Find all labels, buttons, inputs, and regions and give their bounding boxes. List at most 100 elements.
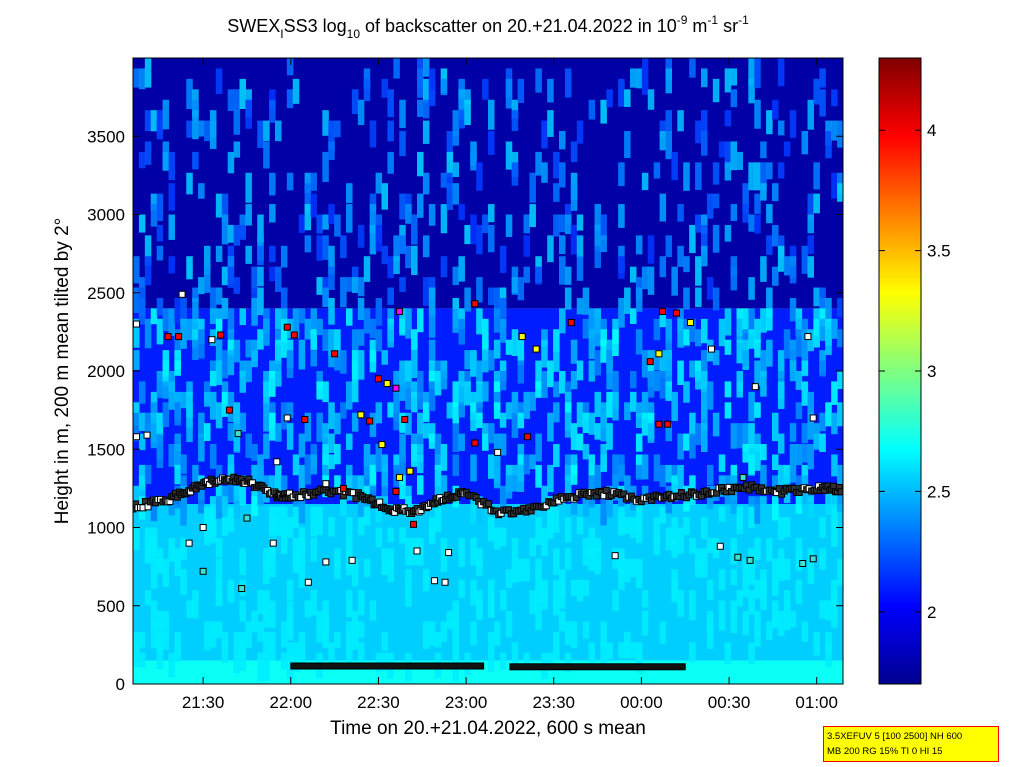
field-cell — [689, 642, 696, 663]
field-cell — [316, 381, 323, 400]
field-cell — [730, 68, 738, 86]
field-cell — [772, 475, 779, 495]
field-cell — [239, 412, 247, 432]
field-cell — [156, 120, 164, 140]
marker-yellow — [383, 380, 391, 388]
field-cell — [168, 256, 176, 274]
field-cell — [588, 548, 596, 572]
field-cell — [659, 506, 667, 524]
field-cell — [346, 204, 353, 233]
field-cell — [807, 256, 815, 278]
field-cell — [493, 402, 501, 419]
field-cell — [387, 256, 394, 279]
field-cell — [819, 412, 826, 432]
field-cell — [488, 99, 495, 130]
field-cell — [156, 548, 164, 567]
field-cell — [269, 600, 276, 628]
field-cell — [198, 277, 205, 295]
field-cell — [298, 214, 306, 233]
field-cell — [819, 433, 826, 452]
field-cell — [363, 454, 371, 480]
marker-white — [322, 558, 330, 566]
field-cell — [730, 256, 738, 276]
field-cell — [269, 548, 276, 578]
field-cell — [334, 444, 341, 465]
field-cell — [600, 454, 607, 473]
field-cell — [470, 579, 477, 606]
field-cell — [168, 537, 176, 562]
field-cell — [683, 162, 690, 191]
field-cell — [553, 402, 560, 423]
field-cell — [168, 391, 176, 410]
field-cell — [760, 496, 767, 526]
y-axis: 0 500 1000 1500 2000 2500 3000 3500 — [87, 127, 843, 694]
field-cell — [162, 151, 170, 171]
field-cell — [606, 391, 613, 418]
field-cell — [588, 527, 596, 556]
field-cell — [695, 162, 702, 190]
field-cell — [594, 423, 602, 440]
field-cell — [375, 172, 383, 194]
field-cell — [647, 89, 655, 110]
field-cell — [523, 652, 531, 671]
x-axis: 21:30 22:00 22:30 23:00 23:30 00:00 00:30 01:00 — [182, 58, 838, 712]
marker-yellow — [406, 467, 414, 475]
marker-red — [283, 323, 291, 331]
field-cell — [683, 329, 690, 346]
field-cell — [535, 600, 542, 630]
field-cell — [328, 120, 335, 150]
field-cell — [570, 464, 578, 485]
field-cell — [783, 329, 791, 359]
field-cell — [612, 402, 619, 421]
field-cell — [263, 120, 270, 142]
field-cell — [659, 621, 667, 644]
field-cell — [777, 350, 785, 378]
marker-white — [269, 539, 277, 547]
field-cell — [180, 569, 187, 595]
field-cell — [198, 412, 205, 438]
field-cell — [257, 287, 264, 316]
field-cell — [606, 496, 613, 518]
field-cell — [659, 371, 667, 399]
field-cell — [736, 318, 744, 343]
field-cell — [511, 110, 519, 132]
field-cell — [269, 245, 276, 263]
field-cell — [304, 318, 312, 340]
field-cell — [393, 256, 400, 275]
field-cell — [411, 245, 418, 276]
field-cell — [695, 360, 702, 381]
field-cell — [422, 120, 430, 144]
field-cell — [458, 433, 465, 452]
field-cell — [275, 308, 282, 330]
field-cell — [783, 141, 791, 157]
field-cell — [529, 590, 536, 615]
field-cell — [813, 287, 820, 307]
field-cell — [245, 172, 252, 203]
field-cell — [322, 235, 329, 260]
field-cell — [701, 68, 708, 88]
surface-mark-1 — [509, 663, 686, 671]
field-cell — [458, 204, 465, 221]
field-cell — [381, 350, 389, 365]
field-cell — [286, 172, 294, 191]
field-cell — [351, 631, 359, 650]
field-cell — [316, 214, 323, 234]
field-cell — [269, 412, 276, 441]
field-cell — [221, 214, 229, 245]
field-cell — [375, 444, 383, 472]
field-cell — [772, 412, 779, 442]
field-cell — [233, 631, 241, 659]
field-cell — [505, 402, 513, 420]
field-cell — [837, 183, 843, 202]
field-cell — [777, 381, 785, 409]
field-cell — [594, 391, 602, 417]
field-cell — [499, 590, 507, 611]
field-cell — [144, 141, 152, 165]
marker-red — [523, 433, 531, 441]
field-cell — [381, 245, 389, 265]
field-cell — [564, 68, 572, 98]
field-cell — [559, 235, 566, 255]
field-cell — [162, 308, 170, 332]
field-cell — [594, 224, 602, 251]
field-cell — [204, 120, 211, 142]
